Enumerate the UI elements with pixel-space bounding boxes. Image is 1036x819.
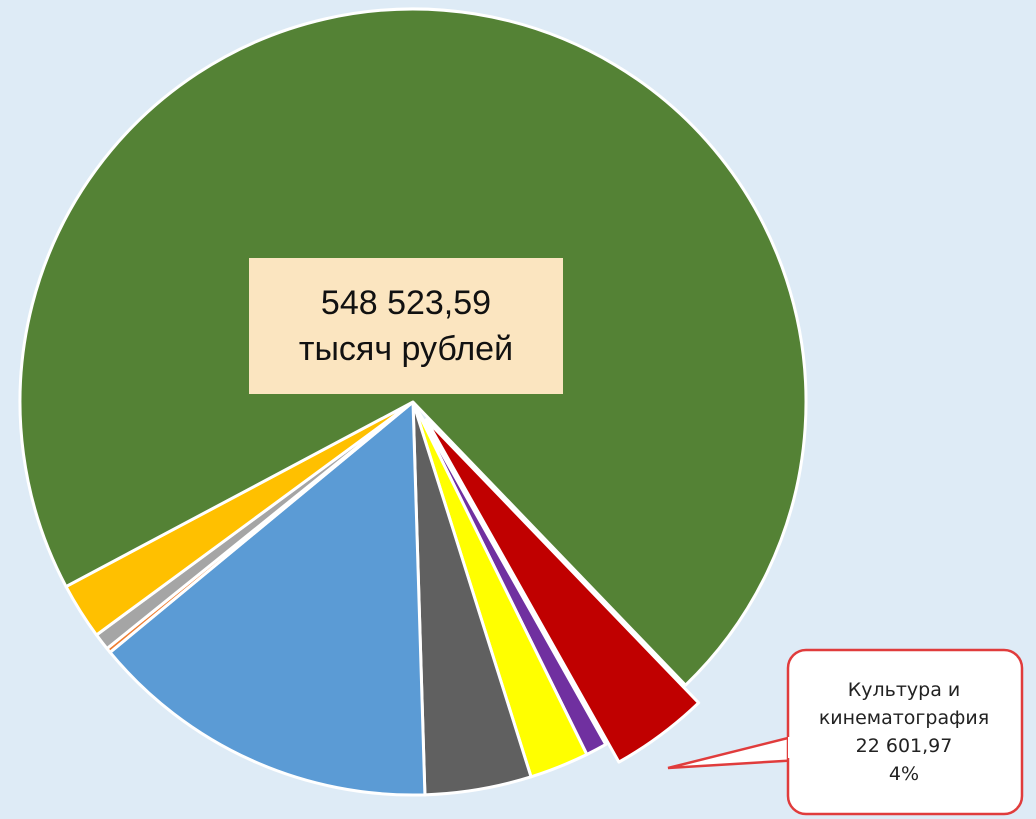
slice-label: Культура и кинематография 22 601,97 4% bbox=[786, 650, 1022, 814]
slice bbox=[108, 400, 427, 797]
center-annotation: 548 523,59 тысяч рублей bbox=[249, 258, 563, 394]
slice bbox=[424, 418, 701, 764]
pie bbox=[18, 7, 808, 797]
callout-pointer bbox=[667, 733, 802, 770]
slice-value: 22 601,97 bbox=[855, 735, 953, 757]
slice-percent: 4% bbox=[888, 763, 920, 785]
slice-name: Культура и кинематография bbox=[818, 679, 990, 729]
callout-box bbox=[786, 648, 1024, 816]
